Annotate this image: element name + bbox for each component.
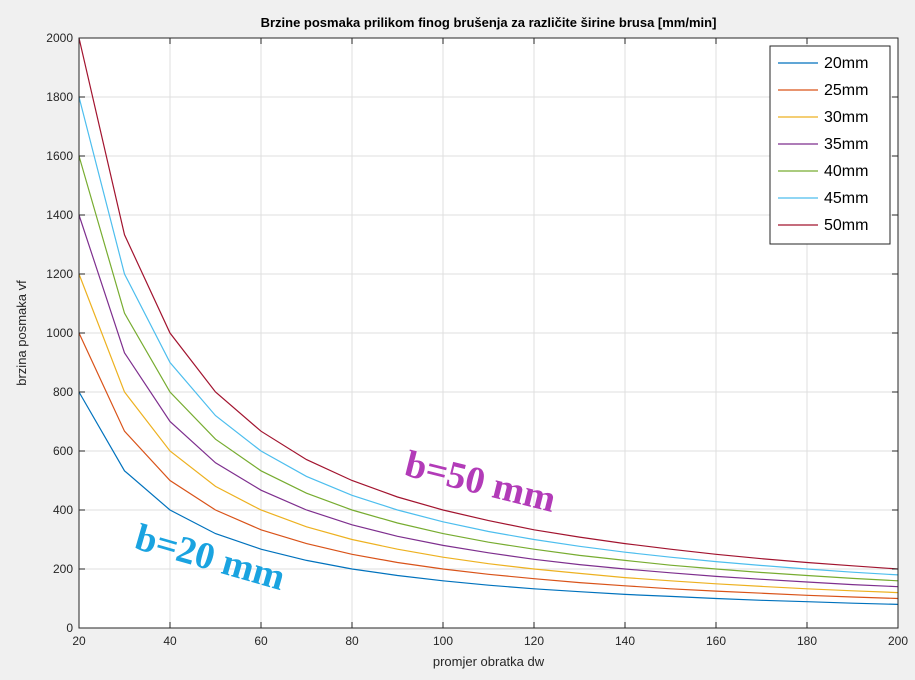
y-tick-label: 1600 — [46, 149, 73, 163]
x-tick-label: 120 — [524, 634, 544, 648]
legend-entry: 25mm — [824, 82, 868, 99]
x-tick-label: 140 — [615, 634, 635, 648]
axis-ticks: 20 40 60 80 100 120 140 160 180 20002004006008001… — [46, 31, 908, 648]
x-tick-label: 180 — [797, 634, 817, 648]
series-line-45mm — [78, 96, 899, 576]
x-tick-label: 80 — [345, 634, 359, 648]
series-line-40mm — [78, 155, 899, 582]
y-tick-label: 200 — [53, 562, 73, 576]
legend: 20mm 25mm 30mm 35mm 40mm 45mm 50mm — [769, 45, 891, 245]
legend-entry: 50mm — [824, 217, 868, 234]
y-tick-label: 400 — [53, 503, 73, 517]
series-line-20mm — [78, 391, 899, 605]
y-tick-label: 1000 — [46, 326, 73, 340]
x-tick-label: 20 — [72, 634, 86, 648]
y-tick-label: 600 — [53, 444, 73, 458]
y-tick-label: 0 — [66, 621, 73, 635]
x-tick-label: 200 — [888, 634, 908, 648]
x-tick-label: 40 — [163, 634, 177, 648]
y-tick-label: 1200 — [46, 267, 73, 281]
y-axis-label: brzina posmaka vf — [14, 280, 29, 386]
series-lines — [78, 37, 899, 605]
series-line-30mm — [78, 273, 899, 594]
x-tick-label: 100 — [433, 634, 453, 648]
y-tick-label: 800 — [53, 385, 73, 399]
series-line-50mm — [78, 37, 899, 570]
x-axis-label: promjer obratka dw — [433, 654, 545, 669]
x-tick-label: 160 — [706, 634, 726, 648]
legend-entry: 20mm — [824, 55, 868, 72]
chart-title: Brzine posmaka prilikom finog brušenja z… — [261, 15, 717, 30]
series-line-35mm — [78, 214, 899, 588]
legend-entry: 35mm — [824, 136, 868, 153]
y-tick-label: 2000 — [46, 31, 73, 45]
series-line-25mm — [78, 332, 899, 600]
y-tick-label: 1400 — [46, 208, 73, 222]
legend-box — [769, 45, 891, 245]
legend-entry: 40mm — [824, 163, 868, 180]
legend-entry: 45mm — [824, 190, 868, 207]
x-tick-label: 60 — [254, 634, 268, 648]
legend-entry: 30mm — [824, 109, 868, 126]
y-tick-label: 1800 — [46, 90, 73, 104]
